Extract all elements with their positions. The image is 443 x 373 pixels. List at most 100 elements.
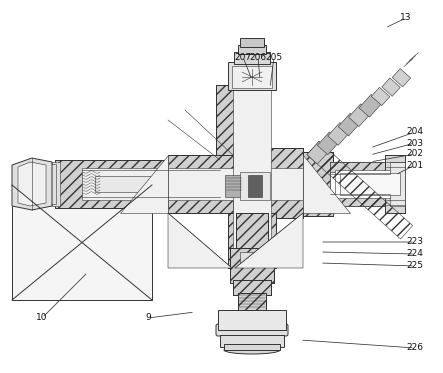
Bar — [175, 189, 187, 191]
Bar — [330, 162, 390, 172]
Text: 226: 226 — [407, 344, 424, 352]
Bar — [175, 195, 187, 197]
Bar — [216, 85, 268, 165]
Bar — [240, 172, 270, 200]
Bar — [240, 252, 264, 264]
Bar — [340, 173, 400, 195]
Bar — [230, 248, 274, 283]
Text: 13: 13 — [400, 13, 412, 22]
Bar — [82, 168, 220, 200]
Bar — [238, 293, 266, 311]
Circle shape — [237, 257, 240, 260]
Text: 224: 224 — [407, 250, 424, 258]
Bar — [238, 293, 266, 311]
Bar — [55, 160, 220, 208]
Bar — [168, 168, 373, 200]
Bar — [307, 141, 413, 239]
Bar — [232, 66, 272, 88]
Bar — [338, 113, 361, 136]
Bar — [330, 172, 390, 196]
Bar — [216, 85, 268, 165]
Bar — [55, 160, 220, 208]
Bar — [172, 168, 190, 183]
Bar — [238, 45, 266, 54]
Bar — [228, 213, 276, 268]
Bar — [303, 152, 333, 216]
Ellipse shape — [224, 346, 280, 354]
Polygon shape — [12, 158, 52, 210]
Bar — [236, 213, 268, 251]
Bar — [233, 280, 271, 295]
Bar — [330, 196, 390, 206]
Bar — [371, 87, 390, 106]
Bar — [317, 132, 340, 155]
Bar — [236, 213, 268, 251]
Bar — [228, 62, 276, 90]
Bar — [243, 213, 261, 251]
Bar — [220, 335, 284, 347]
Circle shape — [249, 273, 252, 276]
Bar — [330, 162, 390, 206]
Text: 201: 201 — [406, 160, 424, 169]
Bar — [233, 280, 271, 295]
Bar — [382, 78, 400, 96]
Circle shape — [254, 257, 257, 260]
Bar — [225, 175, 243, 197]
Bar — [48, 164, 56, 204]
Bar — [12, 185, 152, 300]
Bar — [228, 213, 276, 268]
Bar — [168, 155, 233, 213]
Bar — [307, 141, 330, 164]
Bar — [52, 162, 60, 206]
Bar — [303, 152, 333, 216]
Text: 206: 206 — [249, 53, 267, 62]
Bar — [392, 69, 411, 87]
Bar — [175, 198, 187, 200]
Bar — [175, 186, 187, 188]
Bar — [224, 344, 280, 350]
Polygon shape — [168, 213, 232, 268]
Bar — [230, 248, 274, 283]
Bar — [200, 163, 220, 205]
Text: 225: 225 — [407, 261, 424, 270]
Bar — [175, 183, 187, 185]
Bar — [218, 310, 286, 330]
Text: 205: 205 — [265, 53, 283, 62]
Bar — [390, 162, 405, 206]
Bar — [328, 123, 350, 145]
Text: 202: 202 — [407, 150, 424, 159]
Bar — [385, 155, 405, 213]
Circle shape — [242, 257, 245, 260]
Circle shape — [242, 273, 245, 276]
FancyBboxPatch shape — [216, 324, 288, 336]
Bar — [230, 248, 274, 283]
Bar — [234, 52, 270, 64]
Text: 207: 207 — [234, 53, 252, 62]
Bar — [349, 104, 371, 126]
Bar — [335, 170, 390, 198]
Polygon shape — [18, 162, 46, 206]
Bar — [160, 168, 172, 200]
Circle shape — [254, 273, 257, 276]
Text: 223: 223 — [407, 238, 424, 247]
Bar — [240, 38, 264, 47]
Bar — [175, 192, 187, 194]
Polygon shape — [235, 213, 303, 268]
Bar — [233, 148, 303, 218]
Text: 203: 203 — [406, 138, 424, 147]
Circle shape — [249, 257, 252, 260]
Bar — [168, 155, 233, 213]
Bar — [95, 176, 220, 192]
Bar — [359, 94, 381, 117]
Bar — [233, 85, 271, 283]
Polygon shape — [120, 155, 168, 213]
Bar — [233, 280, 271, 295]
Text: 204: 204 — [407, 128, 424, 137]
Text: 10: 10 — [36, 313, 48, 323]
Bar — [248, 175, 262, 197]
Bar — [238, 293, 266, 311]
Polygon shape — [303, 155, 350, 213]
Text: 9: 9 — [145, 313, 151, 323]
Circle shape — [237, 273, 240, 276]
Bar — [233, 148, 303, 218]
